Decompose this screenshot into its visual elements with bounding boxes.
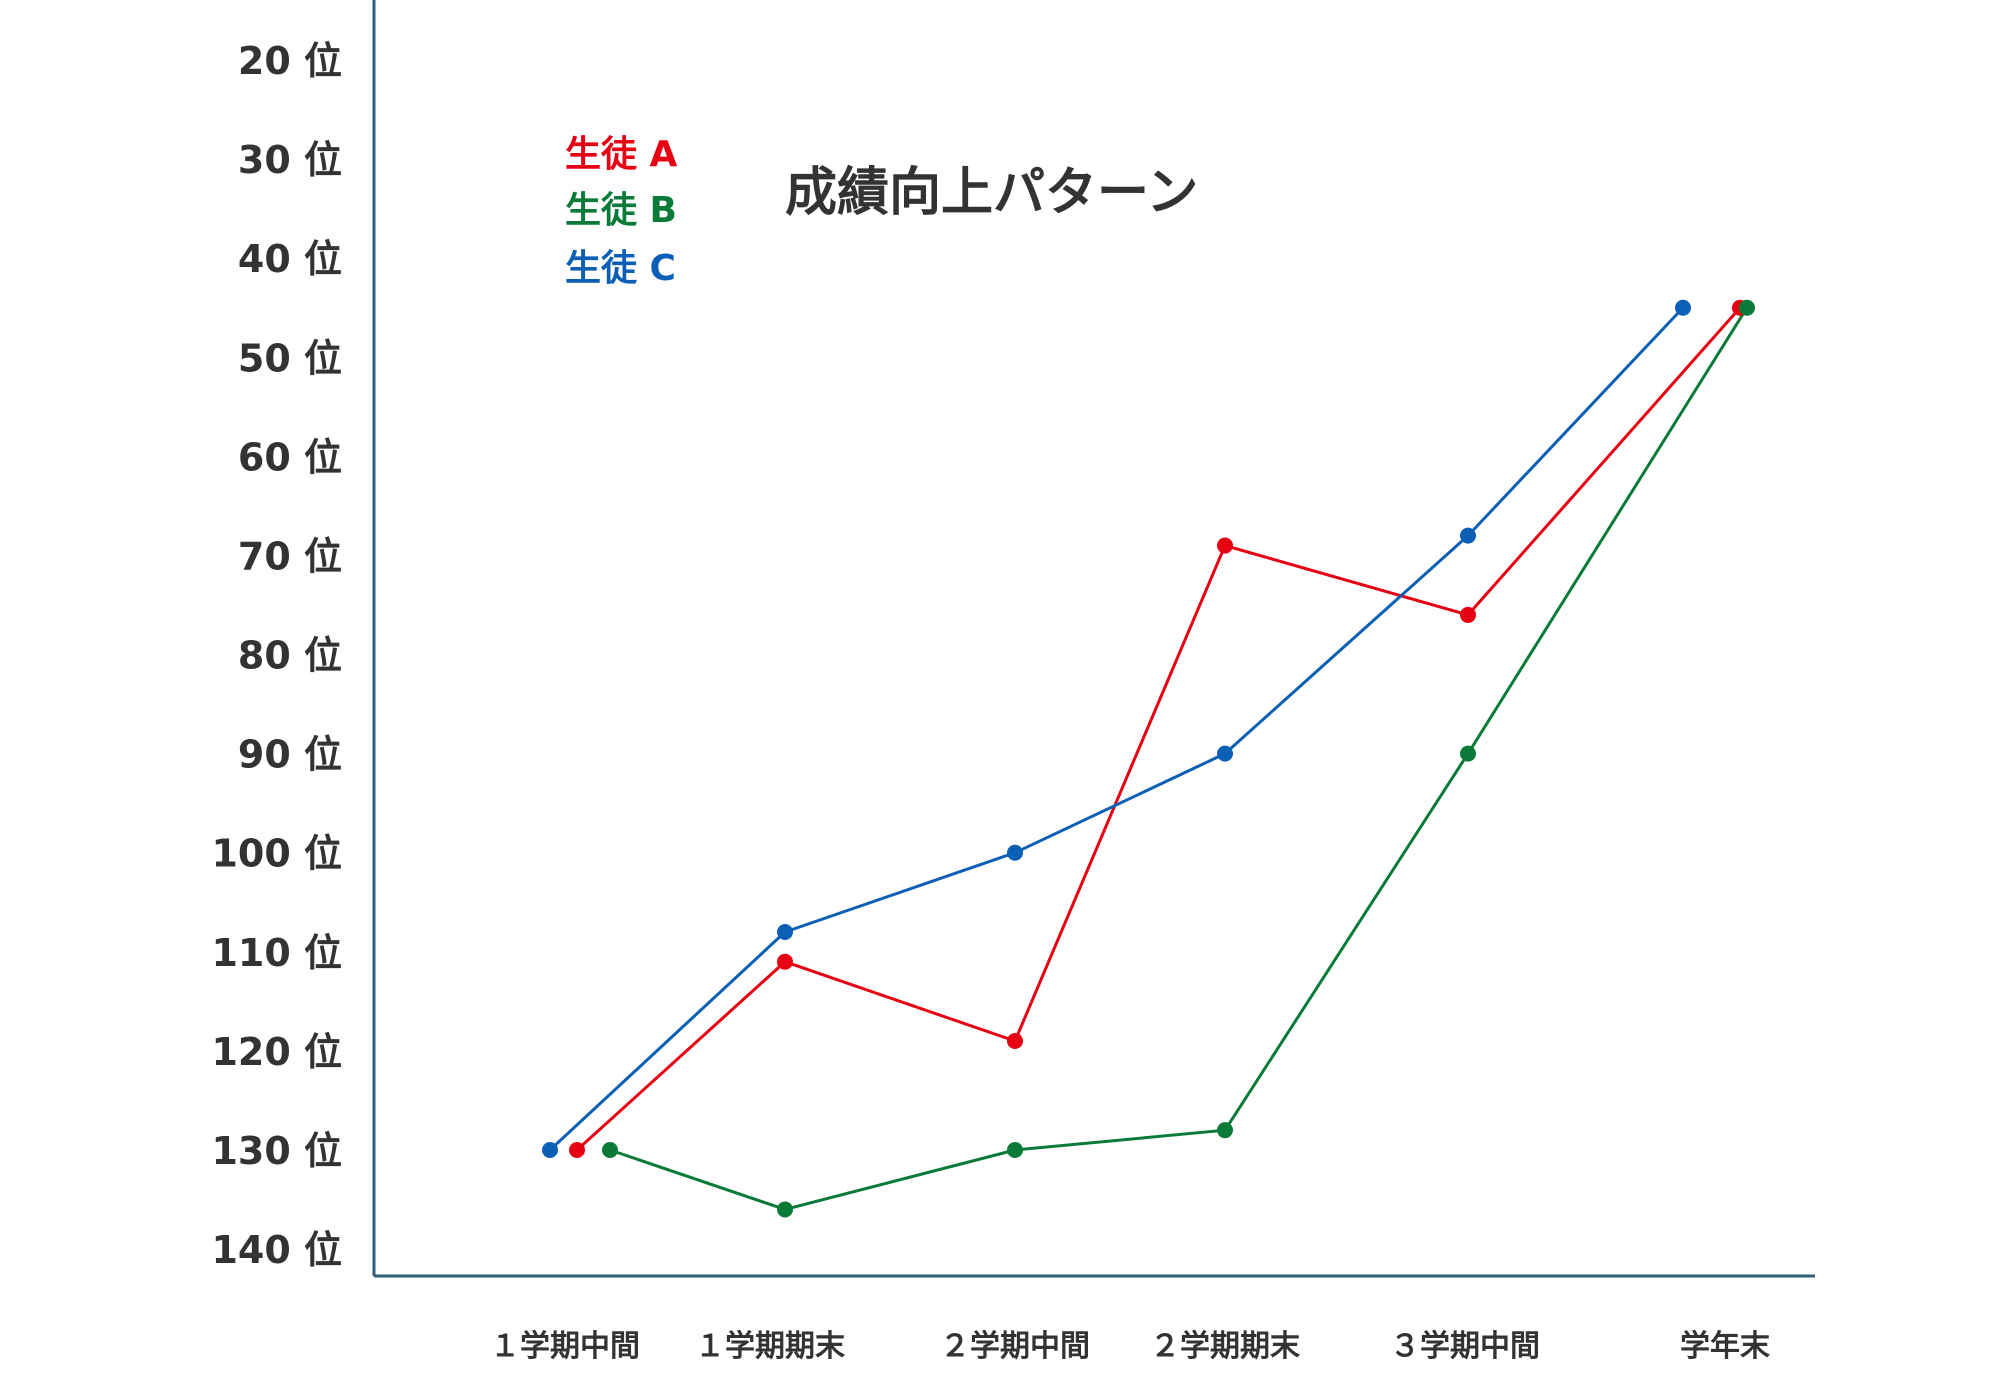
- y-tick-labels: 20 位 30 位 40 位 50 位 60 位 70 位 80 位 90 位 100 位 110…: [211, 39, 342, 1272]
- legend-entry-b: 生徒 B: [565, 190, 677, 231]
- y-tick-label: 20 位: [238, 39, 342, 83]
- y-tick-label: 40 位: [238, 237, 342, 281]
- data-point-b: [602, 1142, 618, 1158]
- data-point-b: [1739, 299, 1755, 316]
- x-tick-label: ３学期中間: [1390, 1329, 1540, 1364]
- data-point-a: [569, 1142, 585, 1158]
- y-tick-label: 90 位: [238, 733, 342, 777]
- data-point-c: [777, 924, 793, 940]
- axes: [372, 0, 1815, 1278]
- x-tick-label: ２学期中間: [940, 1329, 1090, 1364]
- chart-title: 成績向上パターン: [785, 163, 1198, 223]
- legend-entry-c: 生徒 C: [565, 248, 676, 289]
- data-point-a: [1460, 606, 1476, 623]
- y-tick-label: 110 位: [211, 931, 342, 975]
- data-point-a: [1217, 537, 1233, 554]
- data-point-a: [1007, 1033, 1023, 1049]
- data-point-b: [777, 1201, 793, 1218]
- data-point-b: [1217, 1122, 1233, 1139]
- series-lines: [548, 306, 1749, 1211]
- y-tick-label: 130 位: [211, 1129, 342, 1173]
- legend: 生徒 A 生徒 B 生徒 C: [565, 134, 678, 289]
- legend-entry-a: 生徒 A: [565, 134, 678, 175]
- y-tick-label: 140 位: [211, 1228, 342, 1272]
- y-tick-label: 100 位: [211, 832, 342, 876]
- y-tick-label: 70 位: [238, 534, 342, 578]
- y-tick-label: 120 位: [211, 1030, 342, 1074]
- x-tick-labels: １学期中間 １学期期末 ２学期中間 ２学期期末 ３学期中間 学年末: [490, 1329, 1770, 1364]
- y-tick-label: 60 位: [238, 435, 342, 479]
- data-point-c: [1217, 745, 1233, 762]
- data-point-c: [1460, 527, 1476, 544]
- y-tick-label: 50 位: [238, 336, 342, 380]
- data-point-c: [542, 1142, 558, 1158]
- y-tick-label: 30 位: [238, 138, 342, 182]
- series-points: [542, 299, 1755, 1218]
- data-point-c: [1675, 299, 1691, 316]
- x-tick-label: １学期期末: [695, 1329, 845, 1364]
- data-point-c: [1007, 844, 1023, 861]
- data-point-b: [1460, 745, 1476, 762]
- series-line-c: [548, 306, 1685, 1152]
- series-line-a: [575, 306, 1742, 1152]
- y-tick-label: 80 位: [238, 634, 342, 678]
- data-point-b: [1007, 1142, 1023, 1158]
- x-tick-label: １学期中間: [490, 1329, 640, 1364]
- series-line-b: [609, 306, 1749, 1211]
- data-point-a: [777, 953, 793, 970]
- x-tick-label: ２学期期末: [1150, 1329, 1300, 1364]
- x-tick-label: 学年末: [1680, 1329, 1770, 1364]
